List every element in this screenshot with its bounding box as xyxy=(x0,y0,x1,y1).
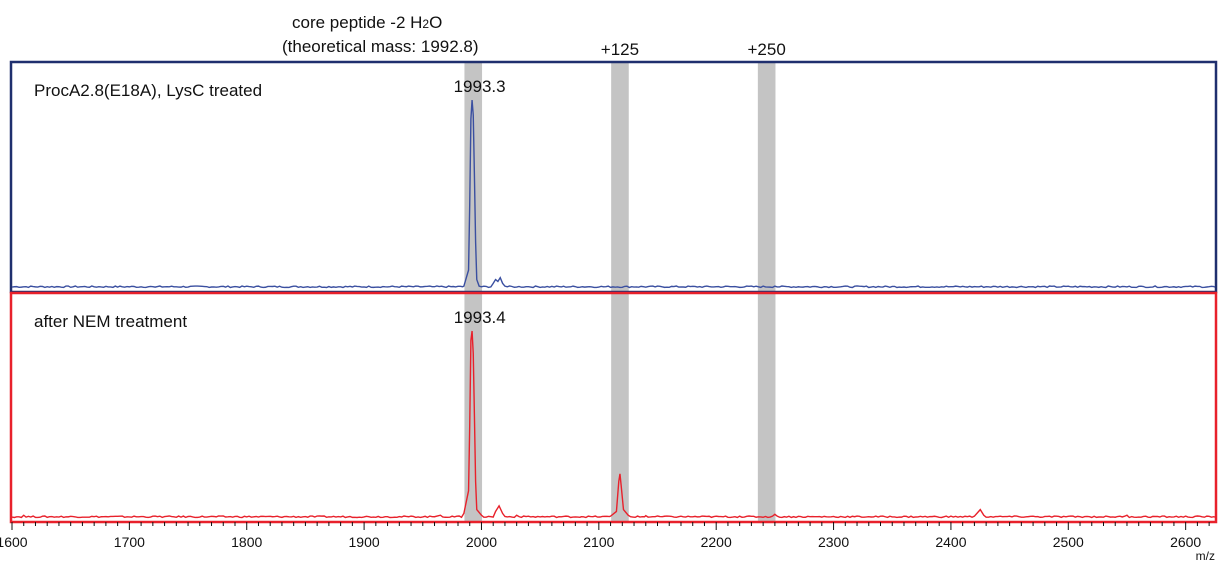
core-peptide-annotation: core peptide -2 H2O (theoretical mass: 1… xyxy=(282,13,479,56)
panel-bottom: after NEM treatment 1993.4 xyxy=(9,291,1218,524)
annotation-line-1: core peptide -2 H2O xyxy=(292,13,442,32)
panel-bottom-peak-label: 1993.4 xyxy=(454,308,506,327)
x-tick-label: 2500 xyxy=(1053,534,1084,550)
x-tick-label: 2200 xyxy=(701,534,732,550)
x-tick-label: 2600 xyxy=(1170,534,1201,550)
x-tick-label: 2400 xyxy=(935,534,966,550)
x-tick-label: 2100 xyxy=(583,534,614,550)
annotation-line-2: (theoretical mass: 1992.8) xyxy=(282,37,479,56)
x-tick-label: 1700 xyxy=(114,534,145,550)
band-label: +125 xyxy=(601,40,639,59)
panel-bottom-frame xyxy=(9,291,1218,524)
x-axis-label: m/z xyxy=(1196,549,1215,563)
x-tick-label: 2300 xyxy=(818,534,849,550)
panel-top-spectrum-line xyxy=(11,99,1216,289)
x-tick-label: 1800 xyxy=(231,534,262,550)
panel-top-peak-label: 1993.3 xyxy=(454,77,506,96)
x-axis: 1600 1700 1800 1900 2000 2100 2200 2300 2400 2500… xyxy=(0,522,1215,563)
band-labels: +125 +250 xyxy=(601,40,786,59)
x-tick-label: 1600 xyxy=(0,534,28,550)
band-label: +250 xyxy=(748,40,786,59)
panel-top-title: ProcA2.8(E18A), LysC treated xyxy=(34,81,262,100)
panel-bottom-spectrum-line xyxy=(11,330,1216,519)
x-tick-label: 1900 xyxy=(349,534,380,550)
x-tick-label: 2000 xyxy=(466,534,497,550)
panel-bottom-title: after NEM treatment xyxy=(34,312,187,331)
